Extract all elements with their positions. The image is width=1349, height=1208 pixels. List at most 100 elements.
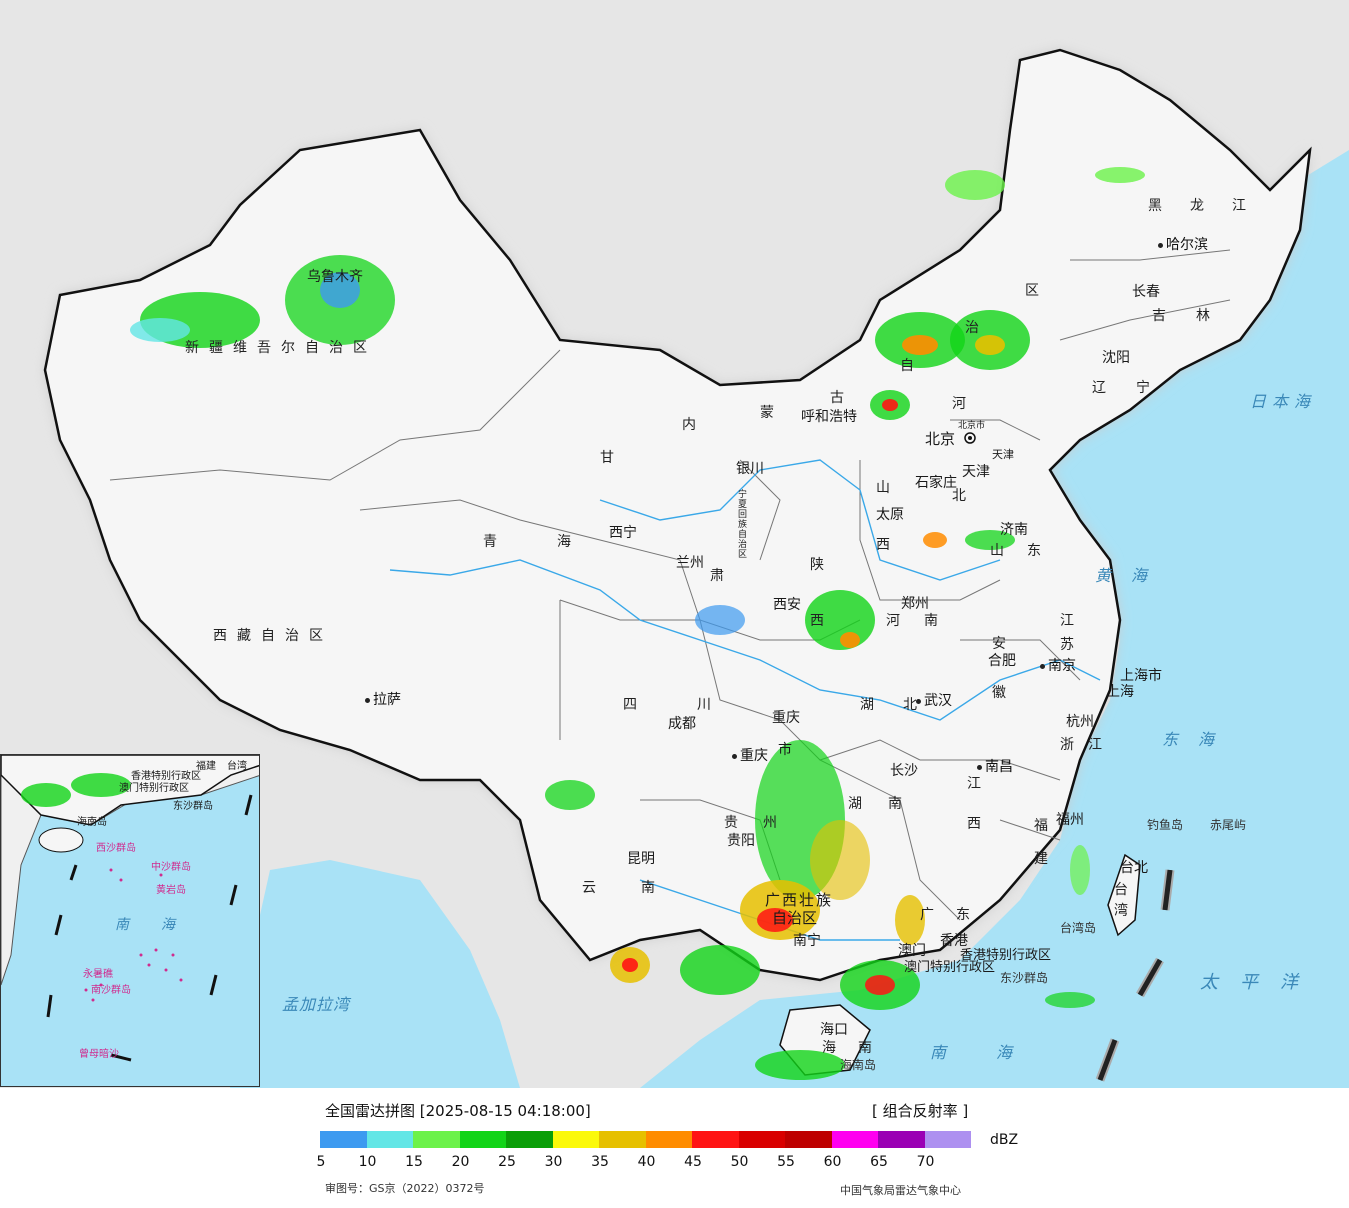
inset-macau: 澳门特别行政区	[119, 783, 189, 794]
tick-label: 45	[684, 1154, 702, 1170]
color-swatch	[320, 1131, 367, 1148]
city-macau: 澳门	[898, 943, 926, 959]
label-hainan-hai: 海	[822, 1040, 846, 1056]
city-shijiazhuang: 石家庄	[915, 475, 957, 491]
tick-label: 20	[451, 1154, 470, 1170]
inset-yongshu: 永暑礁	[83, 969, 113, 980]
inset-nan: 南	[115, 917, 129, 933]
city-fuzhou: 福州	[1056, 812, 1084, 828]
label-meng: 蒙	[760, 405, 784, 421]
city-shenyang: 沈阳	[1102, 350, 1130, 366]
label-gui: 贵	[724, 815, 748, 831]
city-hongkong: 香港	[940, 933, 968, 949]
label-jiangsu-su: 苏	[1060, 637, 1084, 653]
label-nan: 南	[641, 880, 665, 896]
sea-bengal: 孟加拉湾	[282, 995, 351, 1014]
label-heilongjiang-hei: 黑	[1148, 198, 1172, 214]
inset-canvas	[1, 755, 259, 1062]
label-jiangxi-xi: 西	[967, 816, 991, 832]
tick-label: 25	[498, 1154, 516, 1170]
label-zhejiang-zhe: 浙	[1060, 737, 1084, 753]
city-taiyuan: 太原	[876, 507, 904, 523]
label-shan: 山	[876, 480, 900, 496]
label-guangxi: 广西壮族	[765, 891, 834, 909]
sea-area	[640, 310, 1349, 1088]
color-swatch	[552, 1131, 599, 1148]
label-gu: 古	[830, 390, 854, 406]
city-guiyang: 贵阳	[727, 833, 755, 849]
city-jinan: 济南	[1000, 522, 1028, 538]
label-zhou: 州	[763, 815, 787, 831]
label-bei: 北	[952, 488, 976, 504]
color-swatch	[599, 1131, 646, 1148]
island-dongsha: 东沙群岛	[1000, 971, 1049, 985]
label-guangdong-dong: 东	[956, 907, 980, 923]
city-nanning: 南宁	[793, 933, 821, 949]
city-shanghai: 上海	[1106, 684, 1134, 700]
tick-label: 15	[405, 1154, 423, 1170]
legend-product-type: [ 组合反射率 ]	[872, 1102, 969, 1120]
legend-panel: 全国雷达拼图 [2025-08-15 04:18:00] [ 组合反射率 ] d…	[0, 1088, 1349, 1208]
inset-hai: 海	[161, 917, 175, 933]
tick-label: 50	[730, 1154, 749, 1170]
color-swatch	[831, 1131, 878, 1148]
color-swatch	[413, 1131, 460, 1148]
label-hubei-bei: 北	[903, 697, 927, 713]
sea-pacific: 太平洋	[1200, 972, 1320, 993]
beijing-marker	[964, 432, 976, 444]
label-shandong-shan: 山	[990, 543, 1014, 559]
radar-map[interactable]: 新疆维吾尔自治区 西藏自治区 青海 甘 肃 内 蒙 古 自 治 区 四 川 云 …	[0, 0, 1349, 1089]
city-urumqi: 乌鲁木齐	[307, 269, 363, 285]
label-xinjiang: 新疆维吾尔自治区	[185, 340, 377, 356]
color-swatch	[878, 1131, 925, 1148]
label-shaan-xi: 西	[810, 613, 834, 629]
sea-yellow: 黄海	[1095, 566, 1168, 585]
city-chengdu: 成都	[668, 716, 696, 732]
city-lhasa: 拉萨	[365, 692, 401, 708]
city-beijing: 北京	[925, 430, 956, 448]
label-jilin-lin: 林	[1196, 308, 1220, 324]
color-swatch	[366, 1131, 413, 1148]
city-changsha: 长沙	[890, 763, 918, 779]
label-hongkong-sar: 香港特别行政区	[960, 948, 1052, 963]
label-tianjin: 天津	[992, 448, 1014, 461]
south-china-sea-inset: 南 海 中沙群岛 黄岩岛 永暑礁 南沙群岛 曾母暗沙 西沙群岛 海南岛 香港特别…	[0, 754, 260, 1087]
inset-nansha: 南沙群岛	[91, 985, 131, 996]
city-hohhot: 呼和浩特	[801, 409, 857, 425]
city-haikou: 海口	[820, 1022, 848, 1038]
inset-dongsha: 东沙群岛	[173, 801, 213, 812]
tick-label: 55	[777, 1154, 795, 1170]
label-zhi: 治	[965, 320, 989, 336]
label-shanghai-shi: 上海市	[1120, 668, 1162, 684]
label-anhui-an: 安	[992, 636, 1016, 652]
color-swatch	[738, 1131, 785, 1148]
legend-unit: dBZ	[990, 1132, 1019, 1148]
label-henan-he: 河	[886, 613, 910, 629]
label-shandong-dong: 东	[1027, 543, 1051, 559]
legend-title: 全国雷达拼图 [2025-08-15 04:18:00]	[325, 1102, 591, 1120]
label-chuan: 川	[697, 697, 721, 713]
label-hunan-nan: 南	[888, 796, 912, 812]
label-zhejiang-jiang: 江	[1088, 737, 1112, 753]
island-diaoyu: 钓鱼岛	[1147, 818, 1184, 832]
label-heilongjiang-jiang: 江	[1232, 198, 1256, 214]
label-macau-sar: 澳门特别行政区	[904, 960, 996, 975]
island-hainan: 海南岛	[840, 1058, 877, 1072]
radar-echoes	[130, 167, 1145, 1080]
label-nei: 内	[682, 417, 706, 433]
label-yun: 云	[582, 880, 606, 896]
label-xizang: 西藏自治区	[213, 628, 333, 644]
city-hefei: 合肥	[988, 653, 1016, 669]
label-qinghai: 青海	[483, 534, 631, 550]
label-heilongjiang-long: 龙	[1190, 198, 1214, 214]
label-jilin-ji: 吉	[1152, 308, 1176, 324]
boundary-dashes	[1095, 869, 1175, 1082]
label-guangdong-guang: 广	[920, 907, 944, 923]
color-swatch	[506, 1131, 553, 1148]
label-jiangsu-jiang: 江	[1060, 613, 1084, 629]
label-si: 四	[623, 697, 647, 713]
japan-sea	[1230, 150, 1349, 430]
color-swatch	[785, 1131, 832, 1148]
inset-hk: 香港特别行政区	[131, 771, 201, 782]
color-swatch	[459, 1131, 506, 1148]
